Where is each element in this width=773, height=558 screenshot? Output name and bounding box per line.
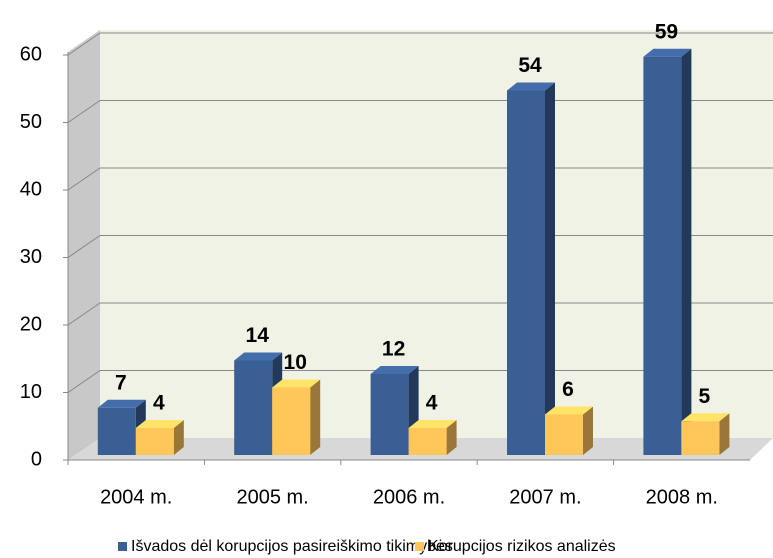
legend-swatch xyxy=(415,542,424,551)
bar xyxy=(507,82,555,455)
bar-front xyxy=(681,421,720,455)
y-tick-label: 0 xyxy=(31,448,42,470)
bar-side xyxy=(583,406,593,455)
bar-side xyxy=(681,48,692,455)
bar xyxy=(643,48,692,455)
x-tick-label: 2006 m. xyxy=(373,486,445,508)
side-wall xyxy=(68,30,100,460)
bar-top xyxy=(507,82,555,91)
y-tick-label: 30 xyxy=(20,246,42,268)
y-tick-label: 50 xyxy=(20,111,42,133)
bar-front xyxy=(234,360,273,455)
y-tick-label: 40 xyxy=(20,178,42,200)
value-label: 54 xyxy=(518,54,542,77)
bar-side xyxy=(310,379,321,455)
bar-front xyxy=(643,56,682,455)
value-label: 5 xyxy=(699,385,711,408)
y-tick-label: 10 xyxy=(20,381,42,403)
bar xyxy=(272,379,321,455)
value-label: 6 xyxy=(562,378,574,401)
bar-top xyxy=(370,366,419,374)
bar-top xyxy=(545,406,593,415)
x-tick-label: 2004 m. xyxy=(100,486,172,508)
bar-top xyxy=(408,420,457,428)
bar xyxy=(408,420,457,455)
bar xyxy=(135,420,184,455)
y-tick-label: 60 xyxy=(20,43,42,65)
bar-front xyxy=(370,374,409,455)
bar-top xyxy=(643,48,692,57)
bar-front xyxy=(97,407,136,455)
bar xyxy=(545,406,593,455)
legend-label: Korupcijos rizikos analizės xyxy=(428,538,616,555)
bar-top xyxy=(97,399,146,408)
value-label: 10 xyxy=(284,351,307,374)
bar-front xyxy=(135,428,174,455)
x-tick-label: 2005 m. xyxy=(236,486,308,508)
legend-label: Išvados dėl korupcijos pasireiškimo tiki… xyxy=(131,538,453,555)
bar-top xyxy=(272,379,321,388)
bar-side xyxy=(545,82,555,455)
bar-front xyxy=(272,387,311,455)
value-label: 59 xyxy=(655,20,678,43)
back-wall xyxy=(100,30,773,438)
grid-line xyxy=(67,32,773,56)
bar xyxy=(97,399,146,455)
bar-side xyxy=(446,420,457,455)
bar-front xyxy=(507,90,545,455)
value-label: 4 xyxy=(426,392,438,415)
legend-swatch xyxy=(118,542,127,551)
x-tick-label: 2008 m. xyxy=(646,486,718,508)
bar-top xyxy=(135,420,184,428)
value-label: 14 xyxy=(246,324,270,347)
bar-side xyxy=(719,413,730,455)
value-label: 12 xyxy=(382,338,405,361)
bar-front xyxy=(408,428,447,455)
bar xyxy=(681,413,730,455)
bar-top xyxy=(234,352,283,361)
bar-top xyxy=(681,413,730,422)
value-label: 7 xyxy=(115,371,127,394)
x-tick-label: 2007 m. xyxy=(509,486,581,508)
y-tick-label: 20 xyxy=(20,313,42,335)
bar xyxy=(370,366,419,455)
bar-front xyxy=(545,414,583,455)
value-label: 4 xyxy=(153,392,165,415)
bar-side xyxy=(173,420,184,455)
